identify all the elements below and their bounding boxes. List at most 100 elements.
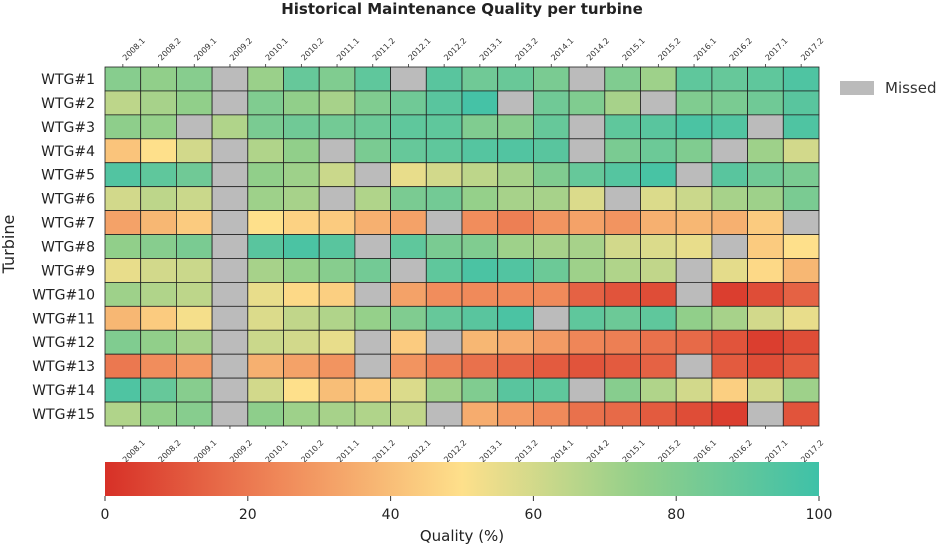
heatmap-cell [425,401,463,427]
heatmap-cell [211,138,249,164]
heatmap-cell [318,258,356,283]
heatmap-cell [533,114,570,140]
heatmap-cell [675,353,713,379]
heatmap-cell [782,234,820,259]
heatmap-cell [104,377,142,403]
heatmap-cell [354,401,391,427]
heatmap-cell [390,353,427,379]
period-tick-top: 2009.1 [192,36,218,62]
heatmap-cell [354,210,391,235]
heatmap-cell [175,258,213,283]
heatmap-cell [747,210,784,235]
turbine-label: WTG#9 [41,263,95,279]
heatmap-cell [533,234,570,259]
heatmap-cell [175,186,213,212]
heatmap-cell [140,401,177,427]
heatmap-cell [283,329,320,355]
heatmap-cell [211,210,249,235]
heatmap-cell [283,90,320,116]
heatmap-cell [390,114,427,140]
heatmap-cell [175,353,213,379]
heatmap-cell [247,305,284,331]
period-tick-bottom: 2014.1 [549,438,575,464]
heatmap-cell [283,210,320,235]
period-tick-top: 2013.2 [514,36,540,62]
colorbar-label: Quality (%) [420,527,504,545]
heatmap-cell [461,210,499,235]
colorbar-tick-label: 40 [382,507,400,523]
heatmap-cell [747,329,784,355]
heatmap-cell [247,329,284,355]
heatmap-cell [640,258,677,283]
heatmap-cell [175,162,213,188]
heatmap-cell [711,162,749,188]
heatmap-cell [782,210,820,235]
heatmap-cell [675,138,713,164]
heatmap-cell [175,210,213,235]
heatmap-cell [568,401,606,427]
heatmap-cell [283,162,320,188]
heatmap-cell [283,186,320,212]
heatmap-cell [140,162,177,188]
period-tick-bottom: 2017.2 [799,438,825,464]
heatmap-cell [533,258,570,283]
missed-legend-label: Missed [885,79,937,97]
heatmap-cell [283,138,320,164]
turbine-label: WTG#8 [41,240,95,256]
heatmap-cell [533,186,570,212]
heatmap-cell [461,329,499,355]
heatmap-cell [425,281,463,307]
heatmap-cell [497,281,534,307]
heatmap-cell [390,186,427,212]
heatmap-cell [640,210,677,235]
heatmap-cell [354,234,391,259]
period-tick-top: 2012.1 [407,36,433,62]
heatmap-cell [318,329,356,355]
period-tick-top: 2009.2 [228,36,254,62]
heatmap-cell [461,114,499,140]
heatmap-cell [175,305,213,331]
heatmap-cell [782,353,820,379]
heatmap-cell [497,114,534,140]
heatmap-cell [283,401,320,427]
heatmap-cell [604,329,641,355]
heatmap-cell [604,281,641,307]
heatmap-cell [211,305,249,331]
heatmap-cell [497,138,534,164]
heatmap-cell [140,90,177,116]
heatmap-cell [497,377,534,403]
heatmap-cell [711,114,749,140]
heatmap-cell [175,138,213,164]
heatmap-cell [354,281,391,307]
heatmap-cell [782,66,820,92]
heatmap-cell [390,90,427,116]
heatmap-cell [425,305,463,331]
heatmap-cell [354,329,391,355]
heatmap-cell [568,138,606,164]
heatmap-cell [247,210,284,235]
heatmap-cell [104,401,142,427]
heatmap-cell [711,210,749,235]
period-tick-top: 2014.2 [585,36,611,62]
heatmap-cell [354,305,391,331]
colorbar-ticks: 0 20 40 60 80 100 [101,496,832,523]
heatmap-cell [104,353,142,379]
heatmap-cell [675,162,713,188]
heatmap-cell [211,329,249,355]
heatmap-cell [211,234,249,259]
heatmap-cell [318,234,356,259]
chart-title: Historical Maintenance Quality per turbi… [281,0,643,18]
period-tick-bottom: 2013.2 [514,438,540,464]
heatmap-cell [604,186,641,212]
heatmap-cell [747,353,784,379]
heatmap-cell [247,66,284,92]
y-axis-label: Turbine [0,215,18,275]
heatmap-cell [533,329,570,355]
heatmap-cell [104,210,142,235]
period-tick-top: 2010.2 [299,36,325,62]
period-tick-top: 2010.1 [264,36,290,62]
heatmap-cell [247,162,284,188]
turbine-label: WTG#15 [32,407,95,423]
heatmap-cell [140,210,177,235]
turbine-label: WTG#6 [41,192,95,208]
